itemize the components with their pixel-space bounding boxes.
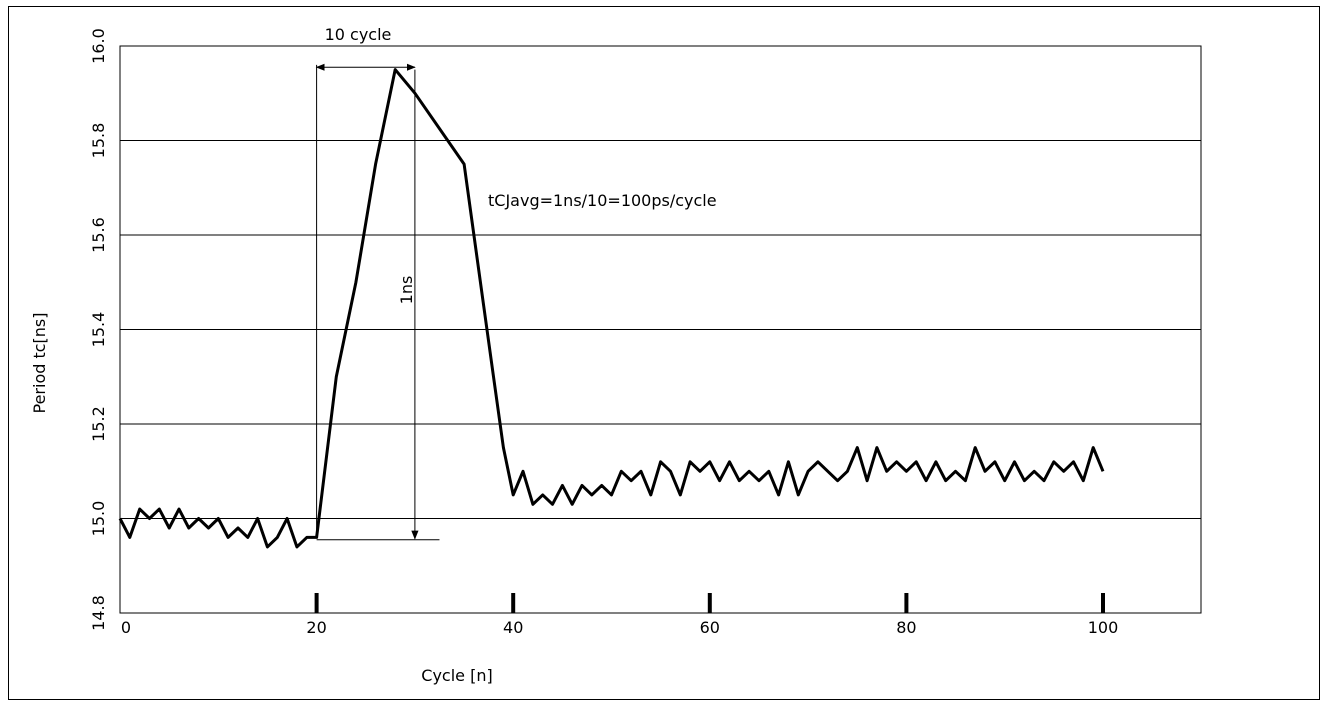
- x-tick-label: 100: [1088, 618, 1119, 637]
- series-line: [118, 68, 1105, 549]
- grid-lines: [120, 140, 1201, 519]
- x-axis-label: Cycle [n]: [421, 666, 492, 685]
- y-tick-label: 15.6: [89, 217, 108, 253]
- x-tick-label: 40: [503, 618, 523, 637]
- y-tick-label: 15.0: [89, 501, 108, 537]
- chart-frame: [8, 6, 1320, 700]
- y-axis-label: Period tc[ns]: [30, 312, 49, 413]
- x-tick-label: 20: [306, 618, 326, 637]
- y-tick-label: 15.2: [89, 406, 108, 442]
- y-ticks: 14.8 15.0 15.2 15.4 15.6 15.8 16.0: [89, 28, 108, 631]
- y-tick-label: 14.8: [89, 595, 108, 631]
- annotation-span-label: 10 cycle: [325, 25, 392, 44]
- x-ticks: 0 20 40 60 80 100: [121, 593, 1118, 637]
- plot-border: [119, 45, 1202, 614]
- annotation-formula: tCJavg=1ns/10=100ps/cycle: [488, 191, 717, 210]
- y-tick-label: 16.0: [89, 28, 108, 64]
- y-tick-label: 15.8: [89, 123, 108, 159]
- x-tick-label: 0: [121, 618, 131, 637]
- x-tick-label: 80: [896, 618, 916, 637]
- x-tick-label: 60: [700, 618, 720, 637]
- annotations: [315, 63, 440, 541]
- annotation-height-label: 1ns: [397, 276, 416, 305]
- y-tick-label: 15.4: [89, 312, 108, 348]
